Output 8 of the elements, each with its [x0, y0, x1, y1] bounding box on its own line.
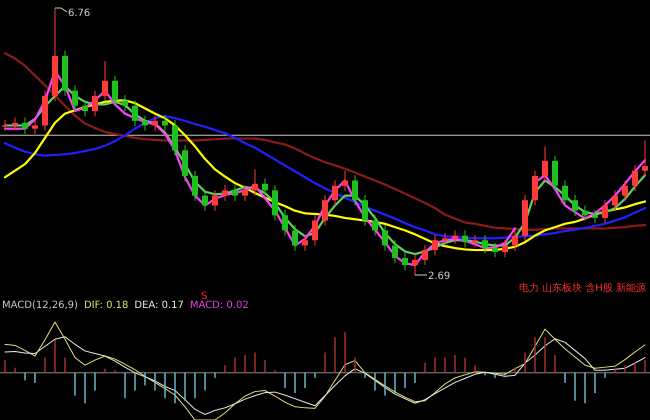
- annotation: 2.69: [428, 271, 450, 282]
- text: DIF: 0.18: [84, 300, 128, 311]
- text: MACD: 0.02: [190, 300, 249, 311]
- annotation: 6.76: [68, 8, 90, 19]
- chart-title: MACD(12,26,9): [2, 300, 78, 311]
- text: DEA: 0.17: [134, 300, 184, 311]
- text: S: [201, 291, 208, 302]
- text: 电力 山东板块 含H股 新能源: [518, 282, 646, 294]
